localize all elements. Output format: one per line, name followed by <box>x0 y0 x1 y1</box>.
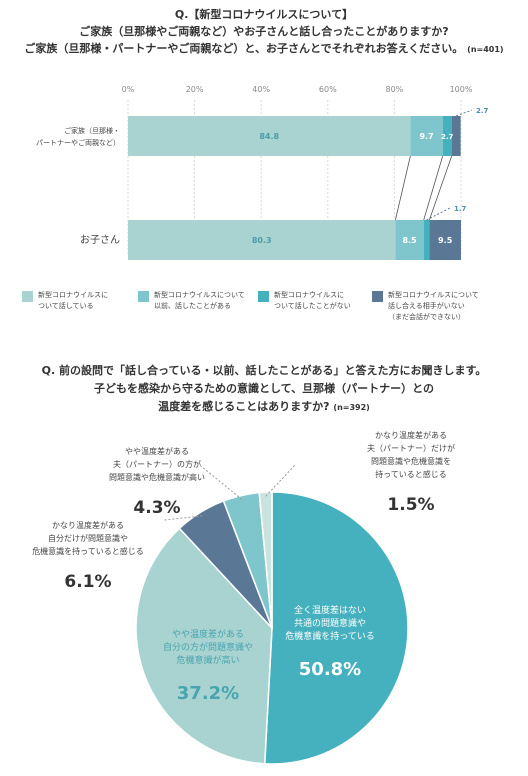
category-label: ご家族（旦那様・ <box>64 126 120 135</box>
data-label: 84.8 <box>259 132 279 141</box>
chart1-title-line3: ご家族（旦那様・パートナーやご両親など）と、お子さんとでそれぞれお答えください。… <box>24 42 504 55</box>
legend-label: 新型コロナウイルスについて 以前、話したことがある <box>154 291 245 310</box>
pie-annotation-only-partner: かなり温度差がある 夫（パートナー）だけが 問題意識や危機意識を 持っていると感… <box>336 416 486 529</box>
slice-value: 37.2% <box>176 683 240 704</box>
slice-text: やや温度差がある 自分の方が問題意識や 危機意識が高い <box>162 630 253 666</box>
annotation-value: 1.5% <box>387 495 435 515</box>
legend-swatch <box>138 291 149 302</box>
annotation-text: かなり温度差がある 自分だけが問題意識や 危機意識を持っていると感じる <box>32 521 144 556</box>
chart2-title-line1: Q. 前の設問で「話し合っている・以前、話したことがある」と答えた方にお聞きしま… <box>41 364 487 377</box>
annotation-value: 6.1% <box>64 572 112 592</box>
leader-line <box>455 109 473 117</box>
legend-swatch <box>22 291 33 302</box>
pie-label-no-gap: 全く温度差はない 共通の問題意識や 危機意識を持っている 50.8% <box>272 592 388 696</box>
bar-segment <box>451 116 461 156</box>
bar-segment <box>128 116 411 156</box>
x-tick-label: 100% <box>450 85 473 94</box>
data-label: 2.7 <box>441 133 454 141</box>
annotation-text: やや温度差がある 夫（パートナー）の方が 問題意識や危機意識が高い <box>109 447 205 482</box>
slice-text: 全く温度差はない 共通の問題意識や 危機意識を持っている <box>285 606 375 642</box>
leader-line <box>265 463 297 497</box>
bar-segment <box>410 116 443 156</box>
legend-item-never-talked: 新型コロナウイルスに ついて話したことがない <box>258 290 351 312</box>
chart2-title-line3: 温度差を感じることはありますか? (n=392) <box>158 400 370 413</box>
stacked-bar-chart: 0% 20% 40% 60% 80% 100% ご家族（旦那様・パートナーやご両親など） 84… <box>36 85 489 260</box>
bar-segment <box>423 220 430 260</box>
annotation-text: かなり温度差がある 夫（パートナー）だけが 問題意識や危機意識を 持っていると感… <box>367 431 455 479</box>
data-label: 9.7 <box>419 132 433 141</box>
pie-slice <box>263 491 409 765</box>
slice-value: 50.8% <box>298 659 362 680</box>
bar-segment <box>128 220 396 260</box>
legend-swatch <box>258 291 269 302</box>
category-label: お子さん <box>80 234 120 246</box>
chart2-sample-size: (n=392) <box>333 403 370 412</box>
legend-label: 新型コロナウイルスに ついて話している <box>38 291 108 310</box>
leader-line <box>163 515 203 521</box>
bar-segment <box>442 116 452 156</box>
annotation-value: 4.3% <box>133 498 181 518</box>
chart1-sample-size: (n=401) <box>467 45 504 54</box>
legend-item-talking: 新型コロナウイルスに ついて話している <box>22 290 108 312</box>
pie-annotation-only-self: かなり温度差がある 自分だけが問題意識や 危機意識を持っていると感じる 6.1% <box>14 506 162 606</box>
chart1-title-line1: Q.【新型コロナウイルスについて】 <box>174 8 354 21</box>
legend-swatch <box>372 291 383 302</box>
legend-label: 新型コロナウイルスについて 話し合える相手がいない （まだ会話ができない） <box>388 291 479 321</box>
chart2-title: Q. 前の設問で「話し合っている・以前、話したことがある」と答えた方にお聞きしま… <box>0 362 528 417</box>
leader-line <box>195 461 243 500</box>
pie-annotation-partner-higher: やや温度差がある 夫（パートナー）の方が 問題意識や危機意識が高い 4.3% <box>62 432 252 532</box>
data-label: 1.7 <box>454 205 467 213</box>
connector-line <box>423 155 444 221</box>
bar-segment <box>395 220 424 260</box>
legend-label: 新型コロナウイルスに ついて話したことがない <box>274 291 351 310</box>
data-label: 80.3 <box>252 236 272 245</box>
x-tick-label: 20% <box>186 85 204 94</box>
legend-item-no-partner: 新型コロナウイルスについて 話し合える相手がいない （まだ会話ができない） <box>372 290 479 323</box>
legend-item-talked-before: 新型コロナウイルスについて 以前、話したことがある <box>138 290 245 312</box>
pie-slice <box>258 491 273 629</box>
data-label: 8.5 <box>402 236 417 245</box>
x-tick-label: 0% <box>122 85 135 94</box>
data-label: 9.5 <box>438 236 453 245</box>
x-tick-label: 40% <box>252 85 270 94</box>
connector-line <box>395 155 411 221</box>
data-label: 2.7 <box>476 107 489 115</box>
bar-segment <box>429 220 461 260</box>
chart2-title-line2: 子どもを感染から守るための意識として、旦那様（パートナー）との <box>93 382 434 395</box>
x-tick-label: 60% <box>319 85 337 94</box>
connector-line <box>428 155 453 221</box>
category-label: パートナーやご両親など） <box>36 138 120 147</box>
x-tick-label: 80% <box>386 85 404 94</box>
chart1-title-line2: ご家族（旦那様やご両親など）やお子さんと話し合ったことがありますか? <box>79 25 449 38</box>
chart1-title: Q.【新型コロナウイルスについて】 ご家族（旦那様やご両親など）やお子さんと話し… <box>0 6 528 58</box>
pie-slice <box>135 527 273 765</box>
pie-label-self-higher: やや温度差がある 自分の方が問題意識や 危機意識が高い 37.2% <box>144 616 272 720</box>
